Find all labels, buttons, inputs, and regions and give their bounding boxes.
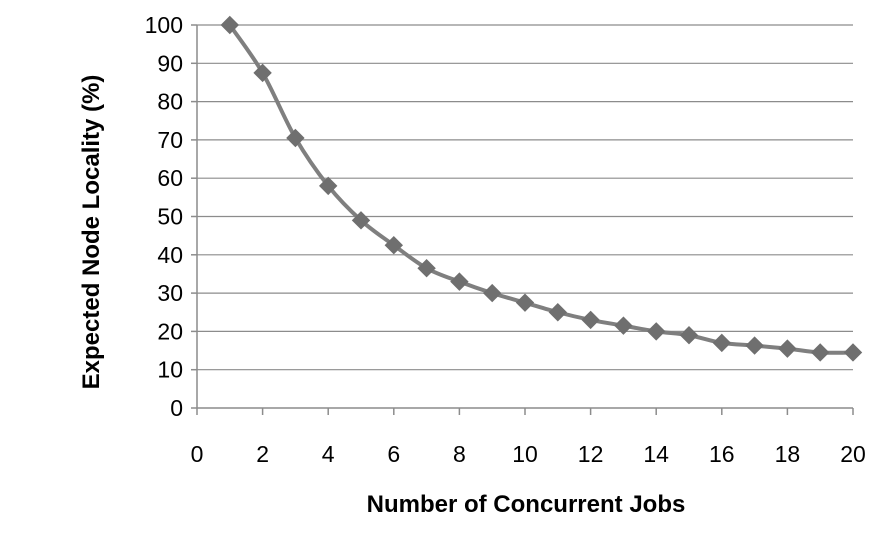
- data-point-marker: [679, 326, 699, 345]
- y-axis-title: Expected Node Locality (%): [78, 75, 105, 390]
- data-point-marker: [220, 15, 240, 35]
- data-point-marker: [515, 293, 535, 312]
- data-point-marker: [548, 303, 568, 322]
- y-tick-label: 20: [157, 318, 183, 344]
- data-point-marker: [778, 339, 797, 358]
- x-tick-label: 12: [578, 441, 604, 467]
- data-point-marker: [646, 322, 666, 341]
- data-point-marker: [318, 176, 338, 196]
- data-point-marker: [581, 310, 600, 330]
- data-point-marker: [253, 63, 272, 83]
- gridlines: [197, 24, 853, 371]
- y-tick-label: 90: [157, 50, 183, 76]
- data-point-marker: [843, 343, 863, 362]
- x-tick-label: 4: [322, 441, 335, 467]
- y-tick-label: 10: [157, 357, 183, 383]
- data-point-marker: [450, 272, 469, 291]
- data-point-marker: [384, 236, 404, 255]
- x-tick-label: 20: [840, 441, 866, 467]
- x-tick-label: 18: [775, 441, 801, 467]
- data-point-marker: [745, 336, 764, 355]
- y-tick-label: 0: [170, 395, 183, 421]
- x-tick-label: 6: [387, 441, 400, 467]
- y-tick-label: 100: [145, 12, 183, 38]
- data-point-marker: [482, 283, 502, 303]
- data-point-marker: [417, 258, 436, 278]
- tick-labels: 0 10 20 30 40 50 60 70 80 90 100 0 2 4 6 8 10 12 14 16 18 20: [145, 12, 866, 467]
- axes: [191, 24, 854, 415]
- data-point-marker: [614, 316, 633, 335]
- data-point-marker: [810, 343, 830, 362]
- y-tick-label: 30: [157, 280, 183, 306]
- x-tick-label: 16: [709, 441, 735, 467]
- x-tick-label: 14: [643, 441, 669, 467]
- y-tick-label: 40: [157, 242, 183, 268]
- series: [220, 15, 863, 362]
- data-point-marker: [286, 128, 305, 148]
- x-tick-label: 0: [191, 441, 204, 467]
- x-axis-title: Number of Concurrent Jobs: [367, 491, 686, 518]
- data-point-marker: [712, 333, 732, 353]
- y-tick-label: 50: [157, 204, 183, 230]
- x-tick-label: 2: [256, 441, 269, 467]
- y-tick-label: 80: [157, 89, 183, 115]
- y-tick-label: 60: [157, 165, 183, 191]
- y-tick-label: 70: [157, 127, 183, 153]
- x-tick-label: 10: [512, 441, 538, 467]
- x-tick-label: 8: [453, 441, 466, 467]
- data-point-marker: [351, 211, 371, 230]
